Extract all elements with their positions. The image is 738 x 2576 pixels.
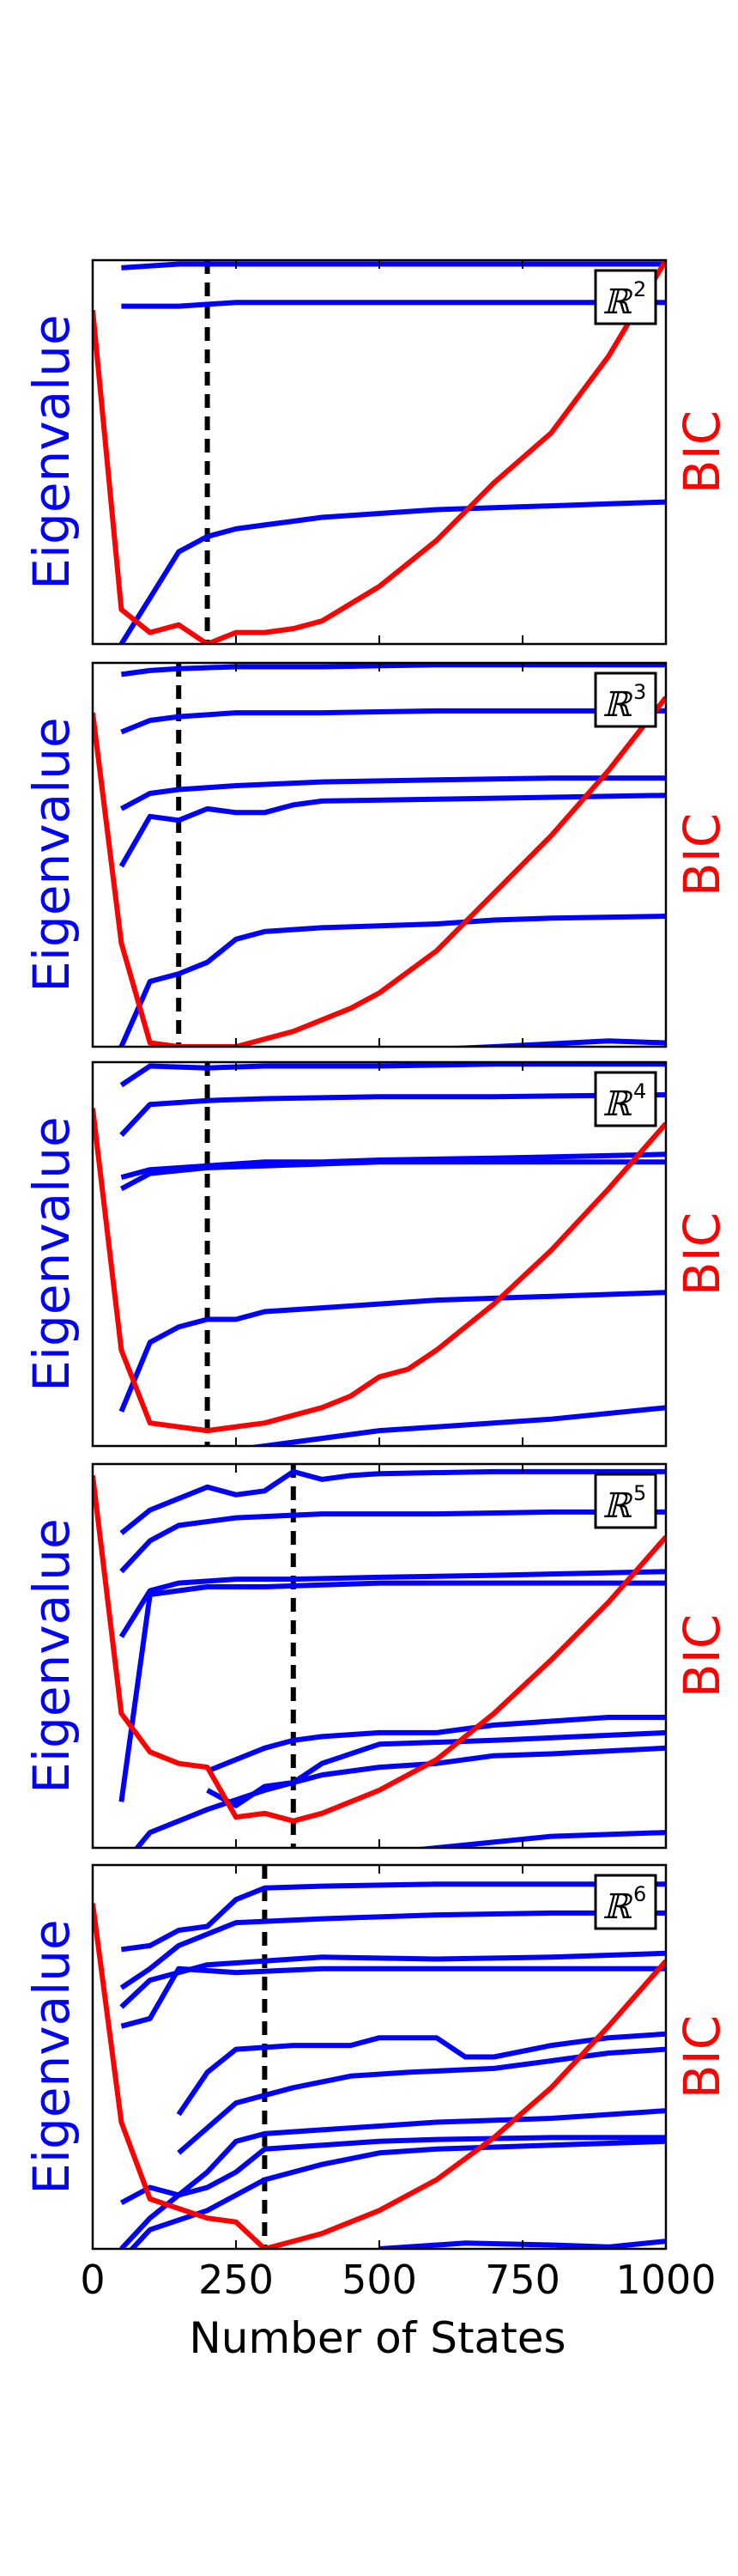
- eigenvalue-line-10: [378, 2239, 666, 2249]
- space-badge-symbol: ℝ: [602, 1084, 633, 1124]
- eigenvalue-line-3: [118, 1569, 666, 1638]
- eigenvalue-line-4: [120, 1965, 666, 2029]
- bic-line: [93, 1475, 666, 1824]
- eigenvalue-line-3: [120, 1151, 666, 1180]
- plot-area: [93, 1865, 666, 2249]
- x-tick-label: 250: [198, 2257, 274, 2303]
- space-badge-exponent: 3: [633, 680, 646, 704]
- eigenvalue-line-5: [118, 1290, 666, 1413]
- space-badge-symbol: ℝ: [602, 685, 633, 725]
- y-axis-label-right: BIC: [673, 1614, 731, 1698]
- eigenvalue-line-2: [119, 1509, 666, 1574]
- eigenvalue-line-3: [119, 1950, 666, 2009]
- eigenvalue-line-1: [121, 261, 666, 270]
- space-badge-exponent: 4: [633, 1079, 646, 1103]
- space-badge: [594, 269, 657, 325]
- bic-line: [93, 260, 666, 644]
- x-tick-label: 0: [80, 2257, 105, 2303]
- y-axis-label-right: BIC: [673, 410, 731, 494]
- space-badge-exponent: 6: [633, 1882, 646, 1906]
- plot-area: [93, 1062, 666, 1446]
- space-badge: [594, 1874, 657, 1930]
- x-tick-label: 500: [342, 2257, 417, 2303]
- plot-area: [93, 260, 666, 644]
- eigenvalue-line-4: [119, 1159, 666, 1192]
- y-axis-label-right: BIC: [673, 813, 731, 896]
- eigenvalue-line-2: [119, 1092, 666, 1137]
- plot-area: [93, 1464, 666, 1848]
- eigenvalue-line-4: [118, 1580, 666, 1802]
- eigenvalue-line-7: [119, 2108, 666, 2206]
- x-axis: Number of States 0 250 500 750 1000: [80, 2257, 716, 2363]
- y-axis-label-left: Eigenvalue: [22, 717, 81, 992]
- axes-frame: [91, 1060, 668, 1448]
- eigenvalue-line-1: [120, 663, 666, 677]
- space-badge-symbol: ℝ: [602, 1887, 633, 1927]
- y-axis-label-left: Eigenvalue: [22, 1116, 81, 1391]
- bic-line: [93, 1903, 666, 2249]
- panel-4: Eigenvalue BIC ℝ 5: [22, 1462, 731, 1850]
- panel-2: Eigenvalue BIC ℝ 3: [22, 661, 731, 1048]
- bic-line: [93, 696, 666, 1047]
- y-axis-label-right: BIC: [673, 1212, 731, 1296]
- space-badge: [594, 671, 657, 728]
- bic-line: [93, 1108, 666, 1434]
- plot-area: [93, 663, 666, 1047]
- space-badge-symbol: ℝ: [602, 1486, 633, 1526]
- y-axis-label-right: BIC: [673, 2015, 731, 2099]
- space-badge-exponent: 5: [633, 1481, 646, 1505]
- eigenvalue-line-5: [118, 914, 666, 1047]
- eigenvalue-line-1: [121, 1881, 666, 1953]
- eigenvalue-line-2: [121, 300, 666, 309]
- x-axis-label: Number of States: [189, 2313, 566, 2363]
- eigenvalue-line-2: [120, 708, 666, 735]
- eigenvalue-line-9: [128, 2138, 666, 2249]
- eigenvalue-line-3: [118, 499, 666, 644]
- space-badge: [594, 1473, 657, 1529]
- y-axis-label-left: Eigenvalue: [22, 1518, 81, 1793]
- space-badge: [594, 1071, 657, 1127]
- eigenvalue-line-8: [410, 1830, 666, 1848]
- y-axis-label-left: Eigenvalue: [22, 314, 81, 589]
- space-badge-symbol: ℝ: [602, 283, 633, 322]
- panel-5: Eigenvalue BIC ℝ 6: [22, 1863, 731, 2251]
- eigenvalue-line-1: [119, 1062, 666, 1088]
- y-axis-label-left: Eigenvalue: [22, 1919, 81, 2194]
- panel-1: Eigenvalue BIC ℝ 2: [22, 258, 731, 646]
- eigenvalue-line-6: [245, 1405, 666, 1446]
- eigenvalue-line-6: [206, 1745, 666, 1808]
- x-tick-label: 750: [485, 2257, 560, 2303]
- eigenvalue-line-7: [206, 1715, 666, 1774]
- eigenvalue-line-4: [118, 793, 666, 868]
- space-badge-exponent: 2: [633, 277, 646, 301]
- eigenvalue-line-1: [119, 1468, 666, 1535]
- eigenvalue-line-6: [435, 1038, 666, 1047]
- x-tick-label: 1000: [615, 2257, 716, 2303]
- eigenvalue-line-2: [119, 1910, 666, 1990]
- panel-3: Eigenvalue BIC ℝ 4: [22, 1060, 731, 1448]
- eigenvalue-line-5: [176, 2031, 666, 2117]
- eigenvalue-line-3: [119, 775, 666, 811]
